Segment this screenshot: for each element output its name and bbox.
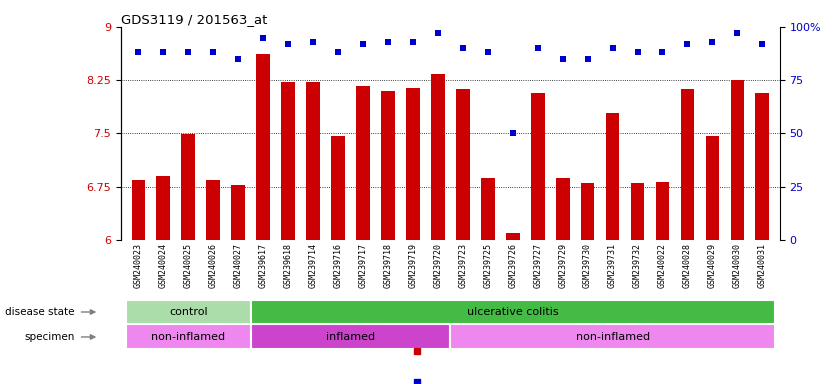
Text: ulcerative colitis: ulcerative colitis bbox=[467, 307, 559, 317]
Text: GSM240029: GSM240029 bbox=[708, 243, 717, 288]
Bar bbox=[281, 81, 295, 240]
Bar bbox=[182, 134, 195, 240]
Point bbox=[207, 50, 220, 56]
Text: GSM240025: GSM240025 bbox=[183, 243, 193, 288]
Bar bbox=[231, 185, 245, 240]
Text: GSM239729: GSM239729 bbox=[558, 243, 567, 288]
Bar bbox=[381, 91, 394, 240]
Point bbox=[306, 39, 319, 45]
Bar bbox=[481, 178, 495, 240]
Point bbox=[581, 56, 595, 62]
Text: GSM239714: GSM239714 bbox=[309, 243, 318, 288]
Bar bbox=[605, 113, 620, 240]
Text: GSM239617: GSM239617 bbox=[259, 243, 268, 288]
Point bbox=[706, 39, 719, 45]
Point bbox=[456, 45, 470, 51]
Text: GSM240022: GSM240022 bbox=[658, 243, 667, 288]
Text: GSM239727: GSM239727 bbox=[533, 243, 542, 288]
Text: GSM239730: GSM239730 bbox=[583, 243, 592, 288]
Bar bbox=[406, 88, 420, 240]
Bar bbox=[656, 182, 670, 240]
Point bbox=[756, 41, 769, 47]
Bar bbox=[256, 54, 270, 240]
Bar bbox=[126, 300, 251, 324]
Bar bbox=[450, 324, 775, 349]
Point bbox=[132, 50, 145, 56]
Text: GSM239717: GSM239717 bbox=[359, 243, 368, 288]
Point bbox=[431, 30, 445, 36]
Text: control: control bbox=[169, 307, 208, 317]
Text: inflamed: inflamed bbox=[326, 332, 375, 342]
Point bbox=[606, 45, 620, 51]
Text: GSM240023: GSM240023 bbox=[134, 243, 143, 288]
Point bbox=[531, 45, 545, 51]
Point bbox=[481, 50, 495, 56]
Text: non-inflamed: non-inflamed bbox=[575, 332, 650, 342]
Bar bbox=[706, 136, 719, 240]
Point bbox=[182, 50, 195, 56]
Bar bbox=[631, 183, 645, 240]
Text: disease state: disease state bbox=[6, 307, 75, 317]
Point bbox=[257, 35, 270, 41]
Bar bbox=[681, 89, 695, 240]
Point bbox=[281, 41, 294, 47]
Point bbox=[656, 50, 669, 56]
Bar bbox=[356, 86, 369, 240]
Text: GSM239720: GSM239720 bbox=[434, 243, 442, 288]
Bar bbox=[431, 74, 445, 240]
Bar bbox=[731, 80, 744, 240]
Bar bbox=[456, 89, 470, 240]
Text: GSM239719: GSM239719 bbox=[409, 243, 418, 288]
Text: GSM240027: GSM240027 bbox=[234, 243, 243, 288]
Text: GSM240028: GSM240028 bbox=[683, 243, 692, 288]
Text: GSM239725: GSM239725 bbox=[483, 243, 492, 288]
Point bbox=[381, 39, 394, 45]
Point bbox=[232, 56, 245, 62]
Text: GSM239618: GSM239618 bbox=[284, 243, 293, 288]
Bar bbox=[251, 324, 450, 349]
Point bbox=[356, 41, 369, 47]
Bar bbox=[756, 93, 769, 240]
Text: specimen: specimen bbox=[24, 332, 75, 342]
Text: non-inflamed: non-inflamed bbox=[151, 332, 225, 342]
Bar bbox=[531, 93, 545, 240]
Text: GSM240026: GSM240026 bbox=[208, 243, 218, 288]
Text: GSM240031: GSM240031 bbox=[758, 243, 766, 288]
Bar bbox=[306, 82, 320, 240]
Point bbox=[506, 131, 520, 137]
Text: GSM239732: GSM239732 bbox=[633, 243, 642, 288]
Bar bbox=[251, 300, 775, 324]
Bar bbox=[580, 183, 595, 240]
Text: GSM239726: GSM239726 bbox=[508, 243, 517, 288]
Text: GSM239723: GSM239723 bbox=[459, 243, 467, 288]
Bar bbox=[157, 176, 170, 240]
Point bbox=[556, 56, 570, 62]
Bar bbox=[126, 324, 251, 349]
Point bbox=[731, 30, 744, 36]
Point bbox=[631, 50, 644, 56]
Point bbox=[681, 41, 694, 47]
Text: GSM240030: GSM240030 bbox=[733, 243, 742, 288]
Bar bbox=[331, 136, 345, 240]
Bar bbox=[206, 180, 220, 240]
Bar bbox=[506, 233, 520, 240]
Text: GSM240024: GSM240024 bbox=[158, 243, 168, 288]
Point bbox=[406, 39, 420, 45]
Text: GSM239718: GSM239718 bbox=[384, 243, 393, 288]
Bar bbox=[132, 180, 145, 240]
Bar bbox=[555, 178, 570, 240]
Text: GSM239716: GSM239716 bbox=[334, 243, 343, 288]
Text: GSM239731: GSM239731 bbox=[608, 243, 617, 288]
Point bbox=[157, 50, 170, 56]
Point bbox=[331, 50, 344, 56]
Text: GDS3119 / 201563_at: GDS3119 / 201563_at bbox=[121, 13, 268, 26]
